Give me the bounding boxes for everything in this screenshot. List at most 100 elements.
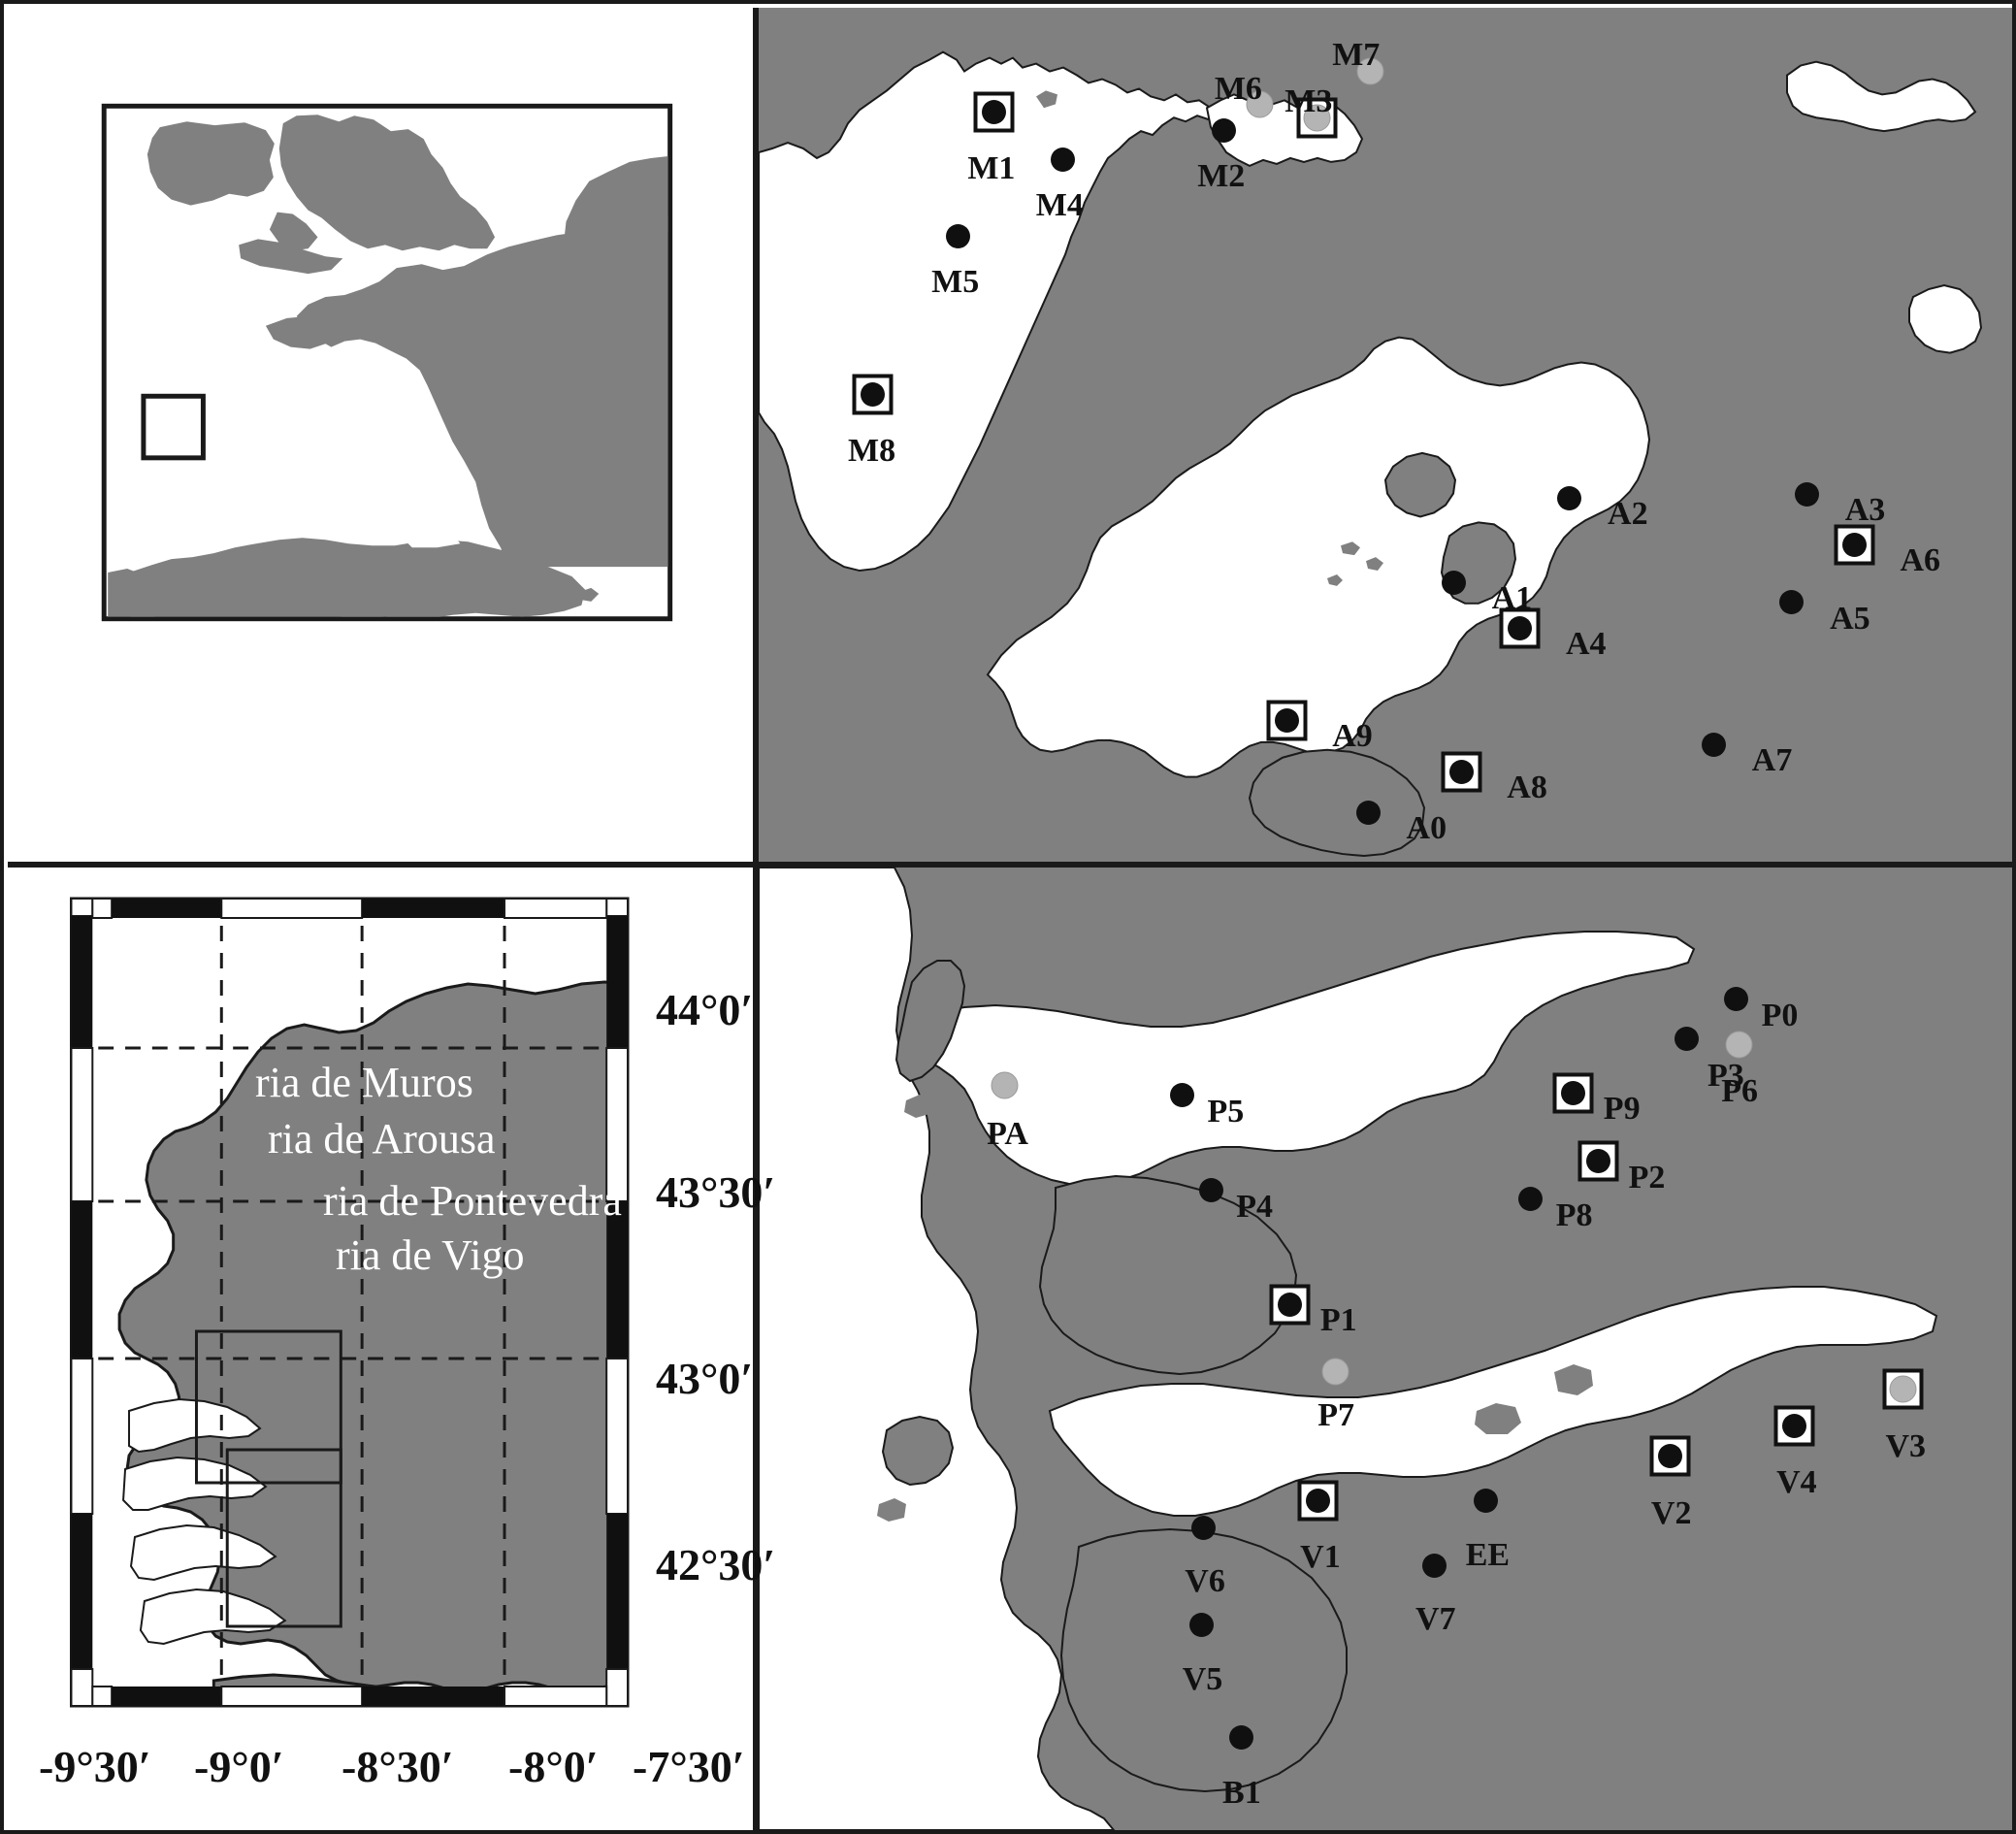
station-marker-p9[interactable] [1552,1072,1594,1114]
station-marker-p6[interactable] [1725,1031,1753,1059]
station-marker-p5[interactable] [1170,1083,1195,1108]
station-dot-a6 [1842,532,1868,557]
station-marker-p2[interactable] [1577,1140,1619,1182]
station-marker-m8[interactable] [852,374,894,415]
station-label-m7: M7 [1332,36,1381,73]
station-marker-a8[interactable] [1441,751,1482,793]
station-label-p6: P6 [1721,1073,1759,1110]
station-marker-a4[interactable] [1499,607,1541,649]
station-dot-m3 [1303,104,1331,132]
station-label-m3: M3 [1284,82,1333,119]
station-dot-v1 [1305,1489,1330,1514]
station-marker-b1[interactable] [1228,1725,1253,1751]
station-dot-v5 [1188,1613,1214,1638]
station-marker-m4[interactable] [1050,147,1075,173]
station-dot-p9 [1561,1080,1586,1105]
station-dot-p5 [1170,1083,1195,1108]
latitude-label-3: 42°30′ [656,1540,776,1589]
station-label-m1: M1 [967,150,1016,187]
longitude-label-3: -8°0′ [508,1742,599,1791]
station-marker-ee[interactable] [1473,1489,1498,1514]
station-marker-v4[interactable] [1773,1405,1815,1447]
station-dot-b1 [1228,1725,1253,1751]
station-marker-p8[interactable] [1518,1187,1544,1212]
station-dot-v2 [1657,1444,1682,1469]
station-label-v2: V2 [1650,1494,1692,1531]
panel-pontevedra-vigo-detail: P0 P1 P2 P3 P4 P5 P6 P7 P8 P9 PA V1 V2 V3 V4 V5 V6 V7 B1 EE [759,868,2012,1830]
station-dot-a2 [1557,485,1582,510]
station-dot-m7 [1356,57,1384,85]
station-marker-a9[interactable] [1266,700,1308,741]
station-dot-m2 [1212,118,1237,144]
station-label-p2: P2 [1628,1159,1666,1195]
ria-label-ria-de-pontevedra: ria de Pontevedra [323,1177,622,1225]
latitude-label-0: 44°0′ [656,985,754,1034]
map-tick-border [70,898,629,1707]
station-dot-p1 [1278,1292,1303,1317]
station-label-b1: B1 [1222,1775,1261,1812]
station-marker-v3[interactable] [1882,1368,1924,1410]
station-label-a3: A3 [1844,492,1886,529]
muros-arousa-coastline-map [759,8,2012,862]
ria-label-ria-de-muros: ria de Muros [255,1059,473,1106]
station-label-a0: A0 [1406,810,1447,847]
station-marker-v2[interactable] [1649,1435,1691,1477]
station-marker-a1[interactable] [1441,570,1466,595]
station-label-p0: P0 [1761,997,1799,1033]
station-marker-p7[interactable] [1321,1358,1349,1386]
station-label-p5: P5 [1207,1093,1245,1130]
station-dot-a3 [1795,481,1820,507]
station-dot-v4 [1781,1414,1806,1439]
station-marker-a6[interactable] [1834,524,1875,566]
station-dot-a7 [1702,732,1727,757]
station-marker-v1[interactable] [1297,1480,1339,1522]
station-marker-m1[interactable] [973,91,1015,133]
station-label-a5: A5 [1830,600,1870,637]
station-marker-m2[interactable] [1212,118,1237,144]
station-highlight-box-p2 [1577,1140,1619,1182]
station-marker-a3[interactable] [1795,481,1820,507]
station-highlight-box-p1 [1269,1284,1311,1326]
station-label-m5: M5 [931,263,980,300]
station-dot-a0 [1355,800,1381,825]
station-dot-m1 [982,100,1007,125]
station-dot-p4 [1198,1178,1223,1203]
station-dot-v6 [1191,1515,1217,1540]
station-marker-a5[interactable] [1779,590,1805,615]
station-label-p7: P7 [1317,1397,1354,1434]
station-dot-p8 [1518,1187,1544,1212]
station-marker-v5[interactable] [1188,1613,1214,1638]
ria-label-ria-de-arousa: ria de Arousa [268,1115,496,1163]
station-marker-v6[interactable] [1191,1515,1217,1540]
galicia-overview-map [8,868,753,1830]
station-marker-m5[interactable] [946,223,971,248]
station-label-a6: A6 [1900,542,1941,579]
station-label-m4: M4 [1035,187,1084,224]
station-dot-a5 [1779,590,1805,615]
station-label-a9: A9 [1332,718,1373,755]
station-label-a4: A4 [1565,626,1607,663]
station-marker-a0[interactable] [1355,800,1381,825]
study-area-box [141,393,206,461]
longitude-label-1: -9°0′ [194,1742,284,1791]
station-marker-pa[interactable] [991,1071,1019,1099]
station-marker-a2[interactable] [1557,485,1582,510]
station-marker-p1[interactable] [1269,1284,1311,1326]
station-marker-v7[interactable] [1421,1553,1447,1578]
station-marker-p3[interactable] [1674,1026,1699,1051]
station-marker-a7[interactable] [1702,732,1727,757]
station-dot-pa [991,1071,1019,1099]
panel-galicia-overview: ria de Muros ria de Arousa ria de Ponteved… [8,868,759,1830]
station-marker-p4[interactable] [1198,1178,1223,1203]
station-marker-m6[interactable] [1246,90,1274,118]
panel-europe-inset [8,8,759,868]
station-label-pa: PA [987,1116,1028,1153]
station-marker-m7[interactable] [1356,57,1384,85]
station-dot-p3 [1674,1026,1699,1051]
station-highlight-box-v1 [1297,1480,1339,1522]
station-dot-a9 [1274,707,1299,733]
station-dot-a8 [1448,759,1474,784]
station-label-a8: A8 [1507,770,1547,806]
station-dot-p0 [1724,987,1749,1012]
station-dot-a1 [1441,570,1466,595]
